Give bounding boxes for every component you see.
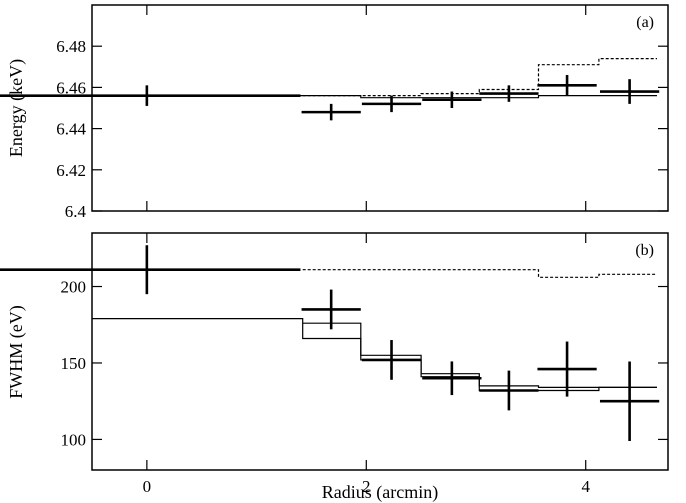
data-point — [301, 103, 361, 121]
y-axis-label-fwhm: FWHM (eV) — [6, 305, 27, 398]
y-tick-label: 6.48 — [56, 37, 86, 56]
panel-fwhm-label: (b) — [635, 242, 654, 259]
data-point — [537, 341, 597, 397]
y-tick-label: 6.42 — [56, 161, 86, 180]
data-point — [537, 75, 597, 96]
data-point — [599, 79, 660, 104]
data-point — [361, 95, 422, 113]
data-point — [599, 361, 660, 441]
model-line-dashed — [302, 269, 657, 278]
y-tick-label: 6.44 — [56, 120, 86, 139]
panel-energy-label: (a) — [636, 14, 654, 31]
data-point — [479, 370, 539, 411]
y-tick-label: 100 — [61, 430, 87, 449]
data-point — [422, 361, 482, 396]
panel-fwhm: 100 150 200 0 2 4 (b) — [0, 232, 669, 496]
data-point — [479, 85, 539, 102]
model-line-dashed — [302, 58, 657, 97]
y-tick-label: 150 — [61, 354, 87, 373]
y-axis-label-energy: Energy (keV) — [6, 59, 27, 157]
x-axis-label: Radius (arcmin) — [322, 482, 438, 503]
x-tick-label: 0 — [143, 477, 152, 496]
data-point — [422, 91, 482, 108]
model-line-solid — [92, 95, 657, 99]
model-line-solid — [92, 318, 657, 388]
model-line-solid-alt — [302, 322, 657, 392]
panel-energy-frame — [91, 4, 669, 212]
y-tick-label: 6.4 — [65, 202, 87, 221]
panel-energy: 6.4 6.42 6.44 6.46 6.48 (a) — [0, 4, 669, 221]
x-tick-label: 4 — [581, 477, 590, 496]
y-tick-label: 6.46 — [56, 78, 86, 97]
data-point — [0, 85, 301, 106]
data-point — [301, 289, 361, 330]
panel-fwhm-frame — [91, 232, 669, 471]
y-tick-label: 200 — [61, 278, 87, 297]
x-tick-label: 2 — [362, 477, 371, 496]
data-point — [0, 245, 301, 295]
data-point — [361, 340, 422, 380]
